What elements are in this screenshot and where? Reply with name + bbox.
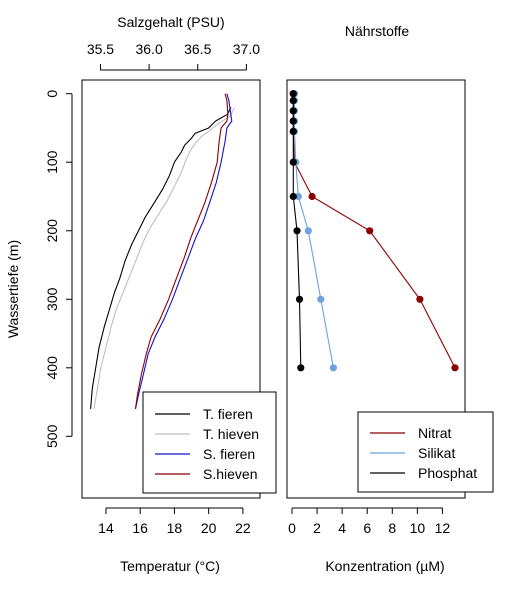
profile-line-2 <box>93 107 235 409</box>
right-legend-label: Phosphat <box>418 465 477 481</box>
salinity-tick-label: 36.0 <box>135 41 162 57</box>
right-legend-label: Silikat <box>418 445 455 461</box>
temperature-axis: 14 16 18 20 22 <box>98 507 251 536</box>
left-y-axis-title: Wassertiefe (m) <box>5 240 21 338</box>
temperature-tick-label: 20 <box>201 520 217 536</box>
left-legend-label: S.hieven <box>203 466 257 482</box>
right-legend: Nitrat Silikat Phosphat <box>357 411 494 493</box>
nutrient-point <box>329 364 337 372</box>
concentration-tick-label: 4 <box>338 520 346 536</box>
nutrient-point <box>289 90 297 98</box>
left-top-axis-title: Salzgehalt (PSU) <box>117 14 224 30</box>
nutrient-point <box>289 107 297 115</box>
nutrient-point <box>289 117 297 125</box>
left-legend-label: T. hieven <box>203 426 259 442</box>
concentration-tick-label: 12 <box>435 520 451 536</box>
nutrient-point <box>366 227 374 235</box>
profile-line-3 <box>134 93 233 410</box>
profile-lines <box>90 93 235 410</box>
nutrient-line-2 <box>293 93 334 368</box>
nutrient-line-3 <box>292 93 302 368</box>
concentration-tick-label: 8 <box>388 520 396 536</box>
nutrient-point <box>289 127 297 135</box>
right-panel-title: Nährstoffe <box>345 23 410 39</box>
depth-tick-label: 0 <box>44 90 60 98</box>
concentration-tick-label: 6 <box>363 520 371 536</box>
left-bottom-axis-title: Temperatur (°C) <box>120 558 220 574</box>
left-legend: T. fieren T. hieven S. fieren S.hieven <box>142 391 277 494</box>
profile-line-4 <box>134 93 229 409</box>
temperature-tick-label: 16 <box>132 520 148 536</box>
left-legend-label: T. fieren <box>203 406 253 422</box>
nutrient-point <box>289 97 297 105</box>
depth-tick-label: 300 <box>44 287 60 311</box>
right-plot-box <box>286 79 466 499</box>
concentration-tick-label: 0 <box>288 520 296 536</box>
nutrient-point <box>293 227 301 235</box>
left-legend-label: S. fieren <box>203 446 255 462</box>
nutrient-point <box>297 364 305 372</box>
temperature-tick-label: 18 <box>167 520 183 536</box>
depth-tick-label: 500 <box>44 424 60 448</box>
left-legend-box <box>142 391 277 494</box>
right-legend-box <box>357 411 494 493</box>
nutrient-point <box>308 192 316 201</box>
nutrients-panel: Nährstoffe Konzentration (µM) 0 2 4 6 8 10 12 … <box>286 23 494 574</box>
right-x-axis-title: Konzentration (µM) <box>325 558 444 574</box>
nutrient-point <box>304 227 312 235</box>
left-plot-box <box>81 79 261 499</box>
concentration-tick-label: 10 <box>410 520 426 536</box>
temperature-tick-label: 14 <box>98 520 114 536</box>
depth-tick-label: 400 <box>44 356 60 380</box>
nutrient-line-1 <box>292 93 456 369</box>
profile-line-1 <box>90 107 232 409</box>
nutrient-point <box>294 192 302 201</box>
salinity-tick-label: 37.0 <box>233 41 260 57</box>
nutrient-point <box>295 295 304 303</box>
nutrient-lines <box>289 90 459 372</box>
salinity-tick-label: 35.5 <box>87 41 114 57</box>
salinity-axis: 35.5 36.0 36.5 37.0 <box>87 41 260 71</box>
concentration-tick-label: 2 <box>313 520 321 536</box>
nutrient-point <box>451 364 459 372</box>
concentration-axis: 0 2 4 6 8 10 12 <box>288 507 451 536</box>
temperature-tick-label: 22 <box>235 520 251 536</box>
depth-axis: 0 100 200 300 400 500 <box>44 90 73 448</box>
nutrient-point <box>289 158 297 166</box>
temperature-salinity-panel: Salzgehalt (PSU) Temperatur (°C) Wassert… <box>5 14 277 574</box>
depth-tick-label: 200 <box>44 219 60 243</box>
right-legend-label: Nitrat <box>418 425 452 441</box>
depth-tick-label: 100 <box>44 150 60 174</box>
nutrient-point <box>416 295 424 303</box>
nutrient-point <box>317 295 325 303</box>
salinity-tick-label: 36.5 <box>184 41 211 57</box>
nutrient-point <box>289 192 297 201</box>
